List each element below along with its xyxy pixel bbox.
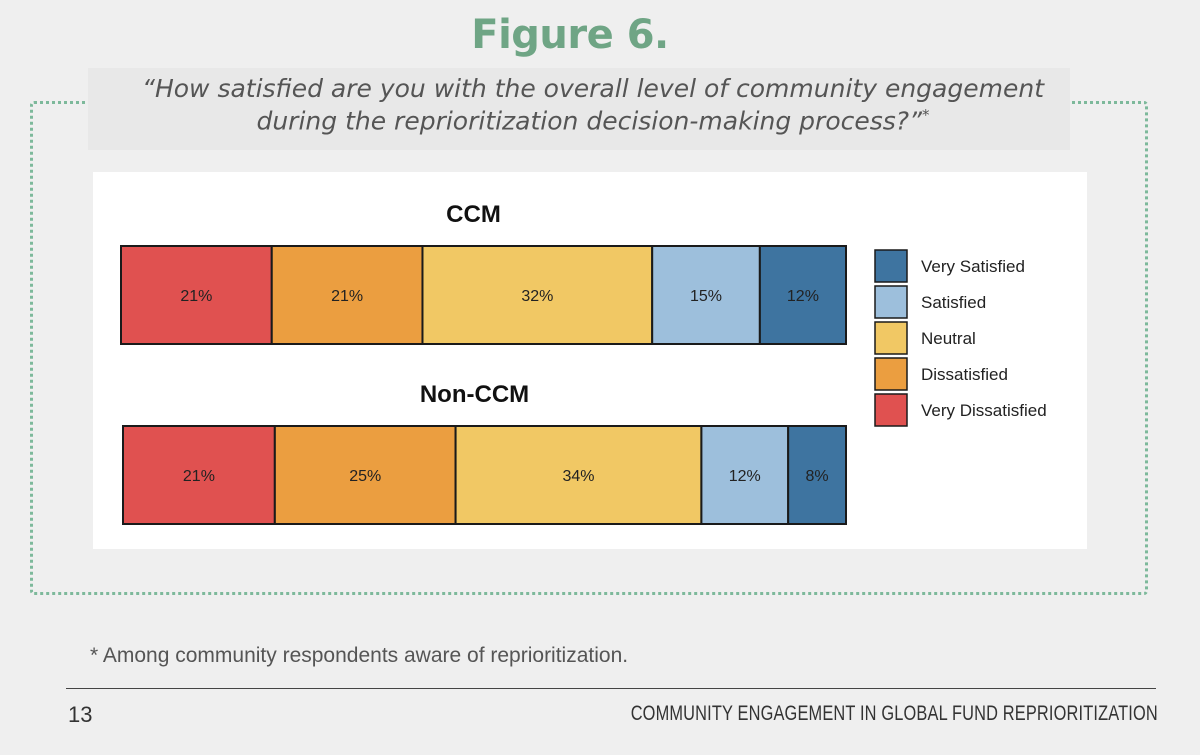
legend-label-neutral: Neutral bbox=[921, 329, 976, 348]
legend-label-satisfied: Satisfied bbox=[921, 293, 986, 312]
question-line-2: during the reprioritization decision-mak… bbox=[256, 106, 922, 135]
data-label-non-ccm-very-satisfied: 8% bbox=[806, 468, 829, 485]
question-line-1: “How satisfied are you with the overall … bbox=[88, 76, 1098, 102]
footer-rule bbox=[66, 688, 1156, 689]
legend-swatch-dissatisfied bbox=[875, 358, 907, 390]
bar-group-title-non-ccm: Non-CCM bbox=[420, 381, 529, 408]
legend-swatch-neutral bbox=[875, 322, 907, 354]
running-title: COMMUNITY ENGAGEMENT IN GLOBAL FUND REPR… bbox=[631, 702, 1158, 726]
data-label-ccm-very-satisfied: 12% bbox=[787, 288, 819, 305]
legend-swatch-very-satisfied bbox=[875, 250, 907, 282]
legend-label-very-satisfied: Very Satisfied bbox=[921, 257, 1025, 276]
bar-group-title-ccm: CCM bbox=[446, 201, 501, 228]
question-line-2-wrap: during the reprioritization decision-mak… bbox=[88, 102, 1098, 134]
chart-panel: CCM 21% 21% 32% 15% 12% Non-CCM 21% 25% 34% 12% 8% V… bbox=[93, 172, 1087, 549]
survey-question: “How satisfied are you with the overall … bbox=[88, 76, 1098, 134]
legend-swatch-very-dissatisfied bbox=[875, 394, 907, 426]
data-label-non-ccm-neutral: 34% bbox=[562, 468, 594, 485]
legend-swatch-satisfied bbox=[875, 286, 907, 318]
figure-title: Figure 6. bbox=[0, 12, 1140, 58]
data-label-ccm-satisfied: 15% bbox=[690, 288, 722, 305]
question-footnote-marker: * bbox=[922, 106, 930, 124]
footnote: * Among community respondents aware of r… bbox=[90, 644, 628, 668]
data-label-non-ccm-satisfied: 12% bbox=[729, 468, 761, 485]
page-number: 13 bbox=[68, 702, 92, 728]
legend-label-dissatisfied: Dissatisfied bbox=[921, 365, 1008, 384]
data-label-non-ccm-dissatisfied: 25% bbox=[349, 468, 381, 485]
data-label-ccm-neutral: 32% bbox=[521, 288, 553, 305]
stacked-bar-chart: CCM 21% 21% 32% 15% 12% Non-CCM 21% 25% 34% 12% 8% V… bbox=[93, 172, 1087, 549]
data-label-ccm-very-dissatisfied: 21% bbox=[180, 288, 212, 305]
data-label-ccm-dissatisfied: 21% bbox=[331, 288, 363, 305]
legend-label-very-dissatisfied: Very Dissatisfied bbox=[921, 401, 1047, 420]
data-label-non-ccm-very-dissatisfied: 21% bbox=[183, 468, 215, 485]
